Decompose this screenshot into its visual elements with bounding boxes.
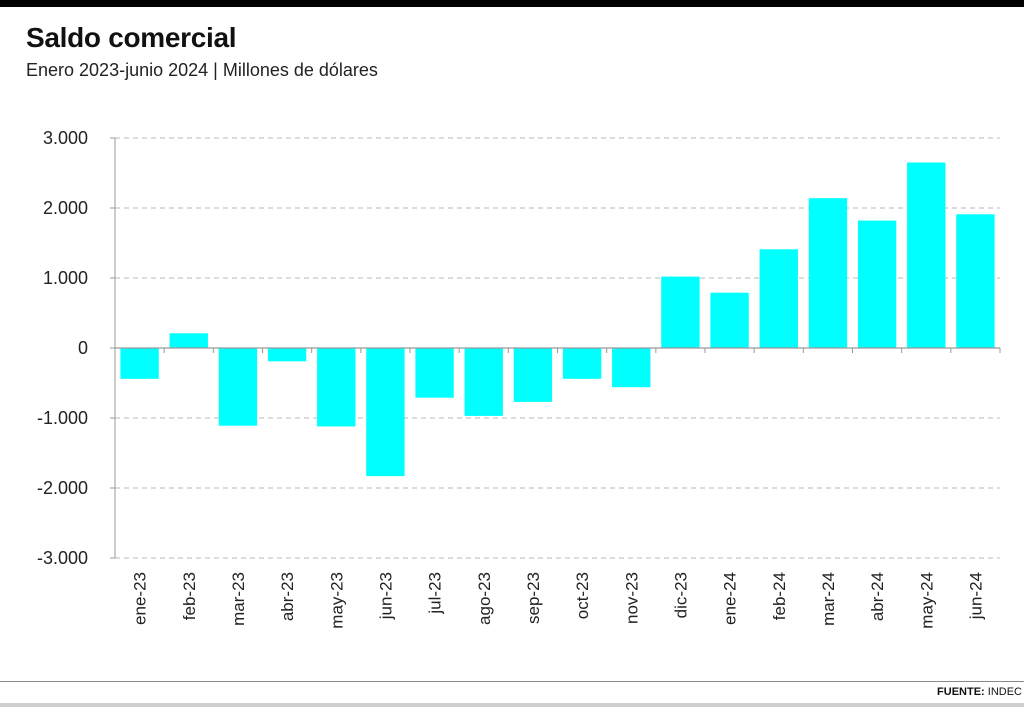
x-tick-label: mar-24 <box>819 572 838 626</box>
bar-chart: 3.000 2.000 1.000 0 -1.000 -2.000 -3.000 ene-2… <box>37 128 1001 629</box>
source-value: INDEC <box>987 686 1022 698</box>
bar-ene-23 <box>120 348 159 379</box>
x-tick-label: feb-24 <box>770 572 789 620</box>
bar-dic-23 <box>661 276 700 348</box>
bar-jun-23 <box>366 348 405 477</box>
bar-jul-23 <box>415 348 454 398</box>
bar-sep-23 <box>513 348 553 402</box>
x-tick-labels: ene-23 feb-23 mar-23 abr-23 may-23 jun-23 jul-… <box>131 572 986 629</box>
y-tick-label: -1.000 <box>37 408 88 428</box>
source-label: FUENTE: <box>937 686 985 698</box>
x-tick-label: dic-23 <box>671 572 690 618</box>
x-tick-label: oct-23 <box>573 572 592 619</box>
x-tick-label: nov-23 <box>622 572 641 624</box>
bar-mar-24 <box>808 198 848 348</box>
bar-nov-23 <box>612 348 651 388</box>
x-tick-label: ene-23 <box>131 572 150 625</box>
bottom-border <box>0 703 1024 707</box>
x-tick-label: sep-23 <box>524 572 543 624</box>
x-tick-label: feb-23 <box>180 572 199 620</box>
x-tick-label: jun-24 <box>966 572 985 620</box>
bar-oct-23 <box>562 348 602 379</box>
chart-title: Saldo comercial <box>26 22 237 53</box>
bar-feb-23 <box>169 333 208 348</box>
bar-abr-24 <box>857 220 897 348</box>
x-tick-label: mar-23 <box>229 572 248 626</box>
x-tick-label: jun-23 <box>376 572 395 620</box>
bar-jun-24 <box>956 214 995 348</box>
bars <box>120 162 995 477</box>
bar-feb-24 <box>759 249 798 348</box>
bar-may-24 <box>907 162 946 348</box>
x-tick-label: may-23 <box>327 572 346 629</box>
x-tick-label: abr-24 <box>868 572 887 621</box>
gridlines <box>115 137 1000 559</box>
y-tick-labels: 3.000 2.000 1.000 0 -1.000 -2.000 -3.000 <box>37 128 88 568</box>
bar-abr-23 <box>267 348 307 362</box>
x-tick-label: abr-23 <box>278 572 297 621</box>
chart-subtitle: Enero 2023-junio 2024 | Millones de dóla… <box>26 60 378 80</box>
bar-ago-23 <box>464 348 503 416</box>
top-border <box>0 0 1024 7</box>
x-tick-label: ene-24 <box>721 572 740 625</box>
x-tick-label: ago-23 <box>475 572 494 625</box>
bar-ene-24 <box>710 292 749 348</box>
y-tick-label: 2.000 <box>43 198 88 218</box>
source-note: FUENTE: INDEC <box>937 686 1022 698</box>
x-tick-label: jul-23 <box>426 572 445 615</box>
y-tick-label: 0 <box>78 338 88 358</box>
bar-may-23 <box>317 348 356 427</box>
y-tick-label: -3.000 <box>37 548 88 568</box>
bar-mar-23 <box>218 348 258 426</box>
x-tick-label: may-24 <box>917 572 936 629</box>
y-tick-label: -2.000 <box>37 478 88 498</box>
y-tick-label: 3.000 <box>43 128 88 148</box>
footer-divider <box>0 681 1024 682</box>
axes <box>110 137 1001 559</box>
y-tick-label: 1.000 <box>43 268 88 288</box>
